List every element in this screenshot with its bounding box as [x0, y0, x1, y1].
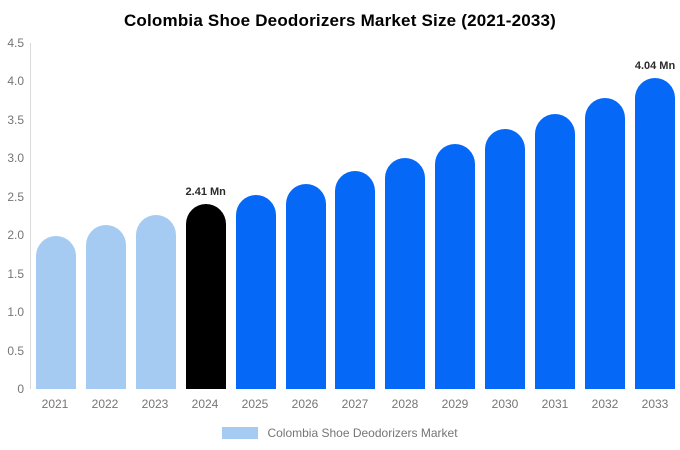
data-label-2033: 4.04 Mn — [634, 60, 676, 73]
bar-2028 — [385, 158, 426, 389]
y-axis-labels: 4.5 4.0 3.5 3.0 2.5 2.0 1.5 1.0 0.5 0 — [0, 36, 26, 396]
bar-2031 — [535, 113, 576, 389]
bar-2033 — [635, 78, 676, 389]
y-tick-label: 1.5 — [7, 266, 24, 281]
bar-2022 — [85, 225, 126, 389]
y-tick-label: 4.5 — [7, 36, 24, 50]
x-tick-label-2025: 2025 — [241, 397, 269, 411]
x-tick-label-2021: 2021 — [41, 397, 69, 411]
y-tick-label: 0.5 — [7, 343, 24, 358]
y-tick-label: 2.0 — [7, 228, 24, 243]
bar-slot-2024: 2.41 Mn — [181, 43, 231, 389]
bar-2021 — [35, 236, 76, 389]
bar-2030 — [485, 129, 526, 389]
bar-2032 — [585, 98, 626, 389]
bar-slot-2026 — [281, 43, 331, 389]
bar-2025 — [235, 195, 276, 389]
bar-2027 — [335, 170, 376, 389]
x-tick-label-2033: 2033 — [641, 397, 669, 411]
x-tick-label-2027: 2027 — [341, 397, 369, 411]
bar-2023 — [135, 215, 176, 389]
bars: 2.41 Mn 4.04 Mn — [31, 43, 680, 389]
y-tick-label: 0 — [17, 382, 24, 396]
bar-2029 — [435, 143, 476, 389]
x-tick-label-2031: 2031 — [541, 397, 569, 411]
bar-slot-2032 — [580, 43, 630, 389]
plot-area: 2.41 Mn 4.04 Mn — [30, 43, 680, 389]
y-tick-label: 4.0 — [7, 74, 24, 89]
x-tick-label-2028: 2028 — [391, 397, 419, 411]
legend-label: Colombia Shoe Deodorizers Market — [267, 426, 458, 440]
bar-slot-2028 — [380, 43, 430, 389]
bar-slot-2022 — [81, 43, 131, 389]
bar-slot-2023 — [131, 43, 181, 389]
x-tick-label-2024: 2024 — [191, 397, 219, 411]
x-tick-label-2022: 2022 — [91, 397, 119, 411]
y-tick-label: 2.5 — [7, 189, 24, 204]
x-tick-label-2026: 2026 — [291, 397, 319, 411]
bar-2024 — [185, 203, 226, 389]
bar-slot-2030 — [480, 43, 530, 389]
bar-slot-2025 — [231, 43, 281, 389]
x-tick-label-2029: 2029 — [441, 397, 469, 411]
legend: Colombia Shoe Deodorizers Market — [0, 426, 680, 440]
y-tick-label: 3.0 — [7, 151, 24, 166]
x-axis-labels: 2021 2022 2023 2024 2025 2026 2027 2028 2029 2030… — [30, 397, 680, 411]
chart-title: Colombia Shoe Deodorizers Market Size (2… — [123, 11, 557, 30]
bar-2026 — [285, 183, 326, 389]
bar-slot-2031 — [530, 43, 580, 389]
x-tick-label-2030: 2030 — [491, 397, 519, 411]
data-label-2024: 2.41 Mn — [185, 185, 226, 198]
y-tick-label: 3.5 — [7, 112, 24, 127]
bar-slot-2021 — [31, 43, 81, 389]
bar-slot-2033: 4.04 Mn — [630, 43, 680, 389]
legend-swatch — [222, 427, 259, 439]
bar-slot-2027 — [331, 43, 381, 389]
y-tick-label: 1.0 — [7, 305, 24, 320]
x-tick-label-2023: 2023 — [141, 397, 169, 411]
bar-slot-2029 — [430, 43, 480, 389]
x-tick-label-2032: 2032 — [591, 397, 619, 411]
